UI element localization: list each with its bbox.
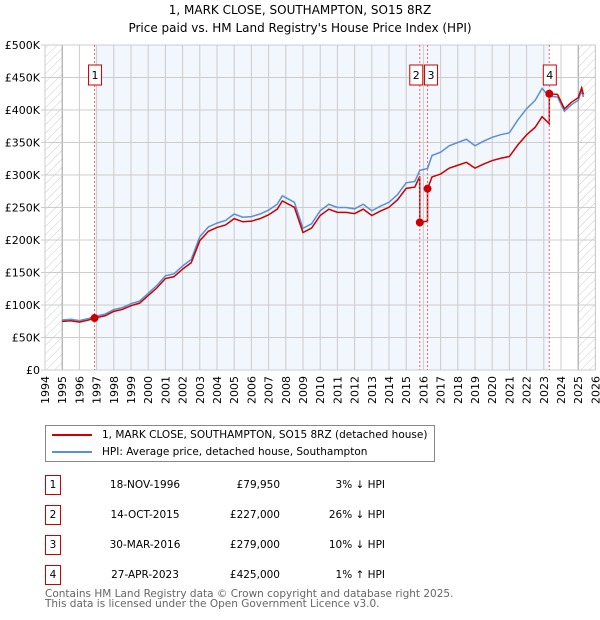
- legend-label-price: 1, MARK CLOSE, SOUTHAMPTON, SO15 8RZ (de…: [102, 429, 428, 441]
- sale-label-box: [542, 64, 557, 86]
- price-chart: 1, MARK CLOSE, SOUTHAMPTON, SO15 8RZ Pri…: [5, 3, 600, 404]
- y-tick-label: £300K: [5, 169, 41, 182]
- sale-point: [423, 184, 432, 193]
- x-tick-label: 1996: [73, 376, 86, 404]
- x-tick-label: 2018: [452, 376, 465, 404]
- sales-table-row: 4 27-APR-2023 £425,000 1% ↑ HPI: [45, 565, 445, 585]
- sales-table-row: 1 18-NOV-1996 £79,950 3% ↓ HPI: [45, 475, 445, 495]
- sale-label-number: 1: [92, 69, 99, 82]
- x-tick-label: 1999: [125, 376, 138, 404]
- x-tick-label: 2009: [297, 376, 310, 404]
- footer-licence: This data is licensed under the Open Gov…: [45, 598, 380, 610]
- y-tick-label: £50K: [12, 332, 41, 345]
- sale-price: £79,950: [236, 479, 280, 491]
- sale-date: 30-MAR-2016: [109, 539, 181, 551]
- sale-point: [415, 218, 424, 227]
- sales-table-row: 2 14-OCT-2015 £227,000 26% ↓ HPI: [45, 505, 445, 525]
- sale-point: [545, 89, 554, 98]
- sale-hpi-diff: 3% ↓ HPI: [335, 479, 385, 491]
- x-tick-label: 2011: [331, 376, 344, 404]
- y-tick-label: £200K: [5, 234, 41, 247]
- x-tick-label: 1995: [56, 376, 69, 404]
- legend-swatch-price: [52, 434, 92, 436]
- footer: Contains HM Land Registry data © Crown c…: [45, 588, 454, 610]
- x-tick-label: 2000: [142, 376, 155, 404]
- legend-item-hpi: HPI: Average price, detached house, Sout…: [46, 444, 367, 460]
- x-tick-label: 2004: [211, 376, 224, 404]
- x-tick-label: 2013: [366, 376, 379, 404]
- x-tick-label: 1994: [39, 376, 52, 404]
- x-tick-label: 1997: [91, 376, 104, 404]
- y-tick-label: £450K: [5, 72, 41, 85]
- sale-number: 2: [45, 505, 61, 525]
- x-tick-label: 2010: [314, 376, 327, 404]
- sales-table-row: 3 30-MAR-2016 £279,000 10% ↓ HPI: [45, 535, 445, 555]
- x-tick-label: 2022: [521, 376, 534, 404]
- x-tick-label: 2003: [194, 376, 207, 404]
- sale-label-number: 2: [413, 69, 420, 82]
- sale-number: 4: [45, 565, 61, 585]
- sale-label-box: [88, 64, 103, 86]
- legend-swatch-hpi: [52, 451, 92, 453]
- sale-number: 1: [45, 475, 61, 495]
- sale-price: £425,000: [229, 569, 280, 581]
- x-tick-label: 2006: [245, 376, 258, 404]
- sale-label-box: [409, 64, 424, 86]
- sale-hpi-diff: 10% ↓ HPI: [328, 539, 385, 551]
- sale-point: [90, 314, 99, 323]
- y-tick-label: £150K: [5, 267, 41, 280]
- x-tick-label: 2017: [435, 376, 448, 404]
- legend-label-hpi: HPI: Average price, detached house, Sout…: [102, 446, 368, 458]
- x-tick-label: 2007: [263, 376, 276, 404]
- x-tick-label: 2021: [503, 376, 516, 404]
- x-tick-label: 2024: [555, 376, 568, 404]
- sale-label-number: 3: [428, 69, 435, 82]
- x-tick-label: 2025: [572, 376, 585, 404]
- x-tick-label: 2012: [349, 376, 362, 404]
- chart-subtitle: Price paid vs. HM Land Registry's House …: [128, 21, 471, 35]
- y-tick-label: £350K: [5, 137, 41, 150]
- y-tick-label: £0: [26, 364, 40, 377]
- legend: 1, MARK CLOSE, SOUTHAMPTON, SO15 8RZ (de…: [45, 425, 435, 462]
- sale-label-box: [424, 64, 439, 86]
- y-tick-label: £100K: [5, 299, 41, 312]
- sale-number: 3: [45, 535, 61, 555]
- y-tick-label: £250K: [5, 202, 41, 215]
- hpi-line: [62, 87, 585, 322]
- y-tick-label: £400K: [5, 104, 41, 117]
- x-tick-label: 1998: [108, 376, 121, 404]
- sale-price: £227,000: [229, 509, 280, 521]
- sale-hpi-diff: 1% ↑ HPI: [335, 569, 385, 581]
- x-tick-label: 2008: [280, 376, 293, 404]
- y-tick-label: £500K: [5, 39, 41, 52]
- x-tick-label: 2016: [417, 376, 430, 404]
- sale-date: 27-APR-2023: [111, 569, 179, 581]
- sale-date: 14-OCT-2015: [110, 509, 180, 521]
- plot-border: [44, 44, 596, 371]
- x-tick-label: 2002: [177, 376, 190, 404]
- x-tick-label: 2026: [589, 376, 600, 404]
- sale-hpi-diff: 26% ↓ HPI: [328, 509, 385, 521]
- legend-item-price: 1, MARK CLOSE, SOUTHAMPTON, SO15 8RZ (de…: [46, 427, 427, 443]
- sale-label-number: 4: [546, 69, 553, 82]
- x-tick-label: 2019: [469, 376, 482, 404]
- sale-price: £279,000: [229, 539, 280, 551]
- x-tick-label: 2023: [538, 376, 551, 404]
- x-tick-label: 2015: [400, 376, 413, 404]
- x-tick-label: 2001: [159, 376, 172, 404]
- x-tick-label: 2020: [486, 376, 499, 404]
- chart-title: 1, MARK CLOSE, SOUTHAMPTON, SO15 8RZ: [169, 3, 431, 17]
- footer-copyright: Contains HM Land Registry data © Crown c…: [45, 588, 454, 600]
- x-tick-label: 2014: [383, 376, 396, 404]
- price-paid-line: [62, 85, 585, 323]
- sale-date: 18-NOV-1996: [109, 479, 181, 491]
- x-tick-label: 2005: [228, 376, 241, 404]
